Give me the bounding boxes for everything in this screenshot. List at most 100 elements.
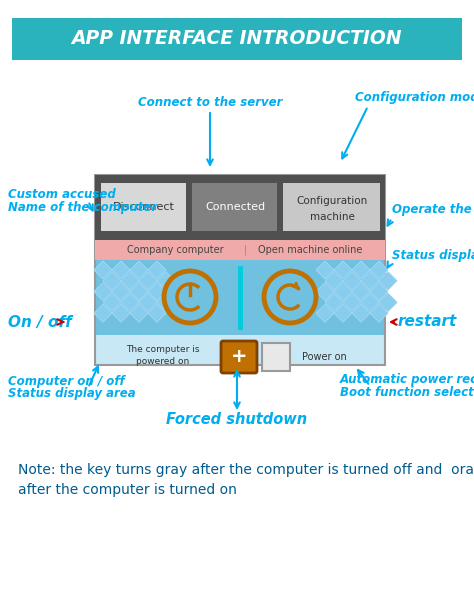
Polygon shape bbox=[139, 272, 157, 290]
Text: machine: machine bbox=[310, 212, 355, 222]
Polygon shape bbox=[370, 304, 388, 322]
Text: Computer on / off: Computer on / off bbox=[8, 376, 125, 389]
Polygon shape bbox=[370, 261, 388, 279]
Polygon shape bbox=[148, 283, 166, 301]
Text: Operate the machine: Operate the machine bbox=[392, 203, 474, 216]
Polygon shape bbox=[157, 272, 175, 290]
Polygon shape bbox=[316, 283, 334, 301]
Text: Open machine online: Open machine online bbox=[258, 245, 362, 255]
Polygon shape bbox=[94, 304, 112, 322]
Polygon shape bbox=[130, 283, 148, 301]
Polygon shape bbox=[316, 261, 334, 279]
Polygon shape bbox=[370, 283, 388, 301]
Polygon shape bbox=[103, 293, 121, 312]
Polygon shape bbox=[316, 304, 334, 322]
Polygon shape bbox=[379, 293, 397, 312]
Bar bbox=[95, 175, 385, 240]
Bar bbox=[192, 183, 277, 231]
Polygon shape bbox=[121, 293, 139, 312]
Text: Status display area: Status display area bbox=[392, 249, 474, 262]
Polygon shape bbox=[130, 304, 148, 322]
Polygon shape bbox=[352, 261, 370, 279]
Polygon shape bbox=[316, 261, 334, 279]
Polygon shape bbox=[361, 272, 379, 290]
Polygon shape bbox=[361, 272, 379, 290]
Text: restart: restart bbox=[398, 315, 457, 330]
Polygon shape bbox=[148, 261, 166, 279]
Polygon shape bbox=[103, 272, 121, 290]
Bar bbox=[262, 343, 290, 371]
Polygon shape bbox=[343, 293, 361, 312]
Polygon shape bbox=[361, 293, 379, 312]
Polygon shape bbox=[352, 283, 370, 301]
Polygon shape bbox=[325, 293, 343, 312]
Polygon shape bbox=[148, 304, 166, 322]
Text: On / off: On / off bbox=[8, 315, 72, 330]
Polygon shape bbox=[112, 304, 130, 322]
Polygon shape bbox=[370, 283, 388, 301]
Polygon shape bbox=[139, 293, 157, 312]
Text: APP INTERFACE INTRODUCTION: APP INTERFACE INTRODUCTION bbox=[72, 30, 402, 49]
Polygon shape bbox=[379, 272, 397, 290]
Polygon shape bbox=[130, 261, 148, 279]
Polygon shape bbox=[352, 304, 370, 322]
FancyBboxPatch shape bbox=[221, 341, 257, 373]
Polygon shape bbox=[352, 304, 370, 322]
Text: Connect to the server: Connect to the server bbox=[138, 97, 282, 110]
Polygon shape bbox=[112, 261, 130, 279]
Text: Connected: Connected bbox=[205, 202, 265, 212]
Text: Custom accused: Custom accused bbox=[8, 188, 116, 201]
Text: after the computer is turned on: after the computer is turned on bbox=[18, 483, 237, 497]
Polygon shape bbox=[94, 261, 112, 279]
Polygon shape bbox=[334, 304, 352, 322]
Polygon shape bbox=[325, 272, 343, 290]
Text: powered on: powered on bbox=[137, 357, 190, 365]
Polygon shape bbox=[370, 304, 388, 322]
Text: Boot function selection: Boot function selection bbox=[340, 386, 474, 399]
Polygon shape bbox=[334, 261, 352, 279]
Polygon shape bbox=[94, 283, 112, 301]
Circle shape bbox=[164, 271, 216, 323]
Polygon shape bbox=[130, 261, 148, 279]
Polygon shape bbox=[361, 293, 379, 312]
Polygon shape bbox=[157, 293, 175, 312]
Polygon shape bbox=[334, 304, 352, 322]
Text: The computer is: The computer is bbox=[126, 344, 200, 354]
Polygon shape bbox=[94, 283, 112, 301]
Polygon shape bbox=[121, 272, 139, 290]
Polygon shape bbox=[157, 293, 175, 312]
Polygon shape bbox=[352, 283, 370, 301]
Bar bbox=[95, 175, 385, 365]
Polygon shape bbox=[325, 272, 343, 290]
Text: Automatic power recovery: Automatic power recovery bbox=[340, 373, 474, 386]
Text: +: + bbox=[231, 347, 247, 367]
Polygon shape bbox=[112, 283, 130, 301]
Polygon shape bbox=[334, 261, 352, 279]
Polygon shape bbox=[112, 304, 130, 322]
Bar bbox=[95, 240, 385, 260]
Polygon shape bbox=[148, 304, 166, 322]
Circle shape bbox=[264, 271, 316, 323]
Text: Status display area: Status display area bbox=[8, 387, 136, 400]
Text: Power on: Power on bbox=[302, 352, 347, 362]
Polygon shape bbox=[148, 261, 166, 279]
Text: |: | bbox=[243, 245, 246, 255]
Polygon shape bbox=[103, 293, 121, 312]
Polygon shape bbox=[316, 283, 334, 301]
Polygon shape bbox=[157, 272, 175, 290]
Polygon shape bbox=[343, 272, 361, 290]
Polygon shape bbox=[325, 293, 343, 312]
Polygon shape bbox=[121, 272, 139, 290]
Text: Disconnect: Disconnect bbox=[113, 202, 175, 212]
Bar bbox=[95, 260, 385, 335]
Text: Configuration module: Configuration module bbox=[355, 92, 474, 105]
Bar bbox=[283, 183, 380, 231]
Polygon shape bbox=[139, 293, 157, 312]
Polygon shape bbox=[121, 293, 139, 312]
Polygon shape bbox=[130, 283, 148, 301]
Text: Configuration: Configuration bbox=[296, 196, 368, 206]
Bar bbox=[101, 183, 186, 231]
Polygon shape bbox=[352, 261, 370, 279]
Polygon shape bbox=[334, 283, 352, 301]
Text: Note: the key turns gray after the computer is turned off and  orange: Note: the key turns gray after the compu… bbox=[18, 463, 474, 477]
